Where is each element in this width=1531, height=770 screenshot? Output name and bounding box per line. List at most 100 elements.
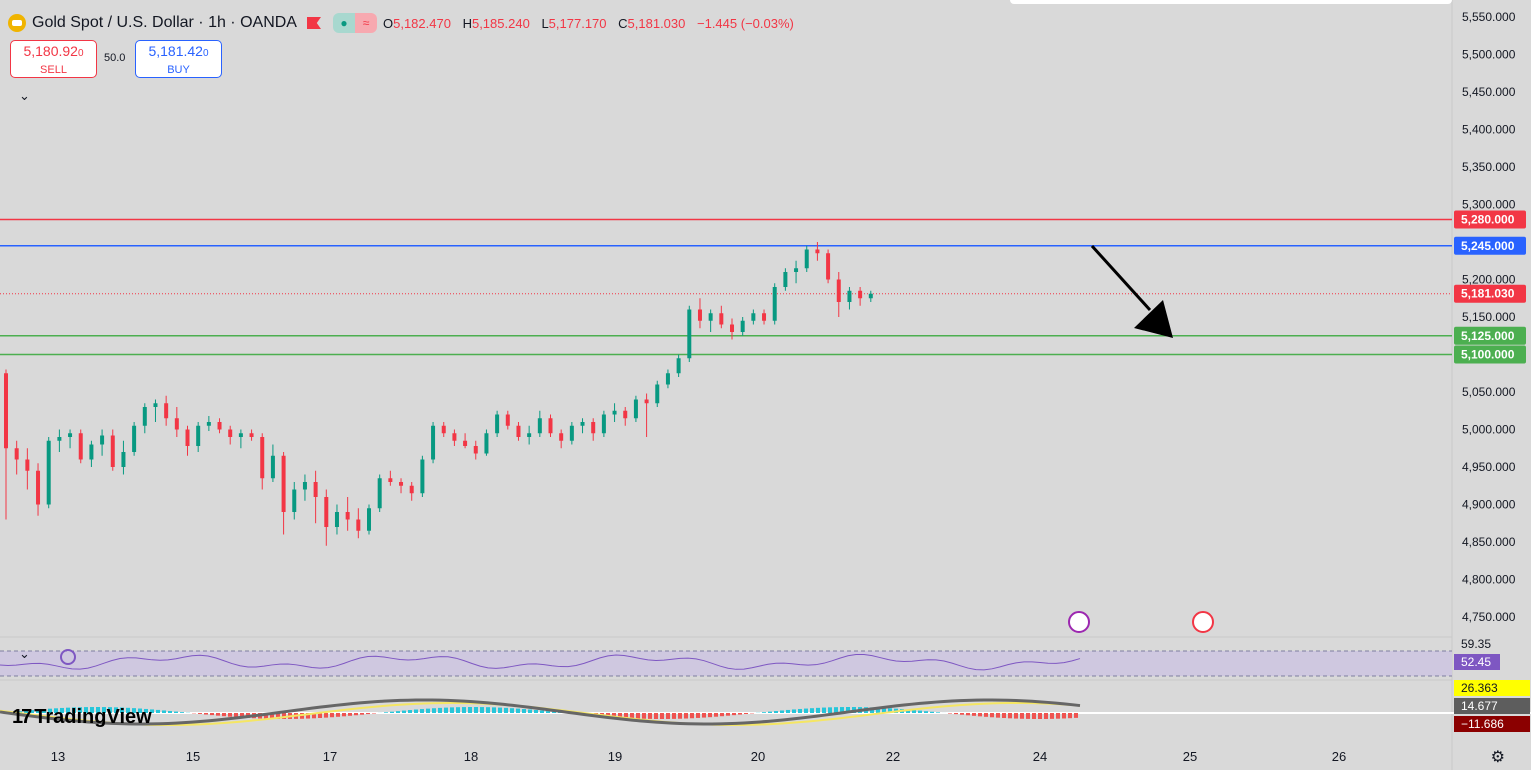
macd-value-badge <box>1454 698 1530 714</box>
macd-histogram-bar <box>132 708 136 713</box>
candle-body <box>409 485 414 494</box>
macd-histogram-bar <box>198 713 202 714</box>
candle-body <box>559 433 564 441</box>
macd-histogram-bar <box>126 707 130 713</box>
price-level-label: 5,100.000 <box>1461 348 1515 362</box>
macd-histogram-bar <box>498 707 502 713</box>
candle-body <box>292 489 297 512</box>
price-tick-label: 5,350.000 <box>1462 160 1516 174</box>
indicator-toggle[interactable]: ● ≈ <box>332 13 377 33</box>
macd-histogram-bar <box>390 711 394 713</box>
candle-body <box>441 425 446 434</box>
candle-body <box>537 418 542 434</box>
macd-histogram-bar <box>708 713 712 718</box>
candle-body <box>324 497 329 527</box>
candle-body <box>78 433 83 460</box>
macd-histogram-bar <box>978 713 982 717</box>
macd-histogram-bar <box>1062 713 1066 719</box>
macd-histogram-bar <box>804 708 808 713</box>
candle-body <box>815 249 820 254</box>
macd-histogram-bar <box>840 707 844 713</box>
macd-histogram-bar <box>414 709 418 713</box>
candle-body <box>687 309 692 359</box>
macd-histogram-bar <box>222 713 226 717</box>
candle-body <box>142 407 147 426</box>
candle-body <box>719 313 724 325</box>
time-tick-label: 24 <box>1033 749 1047 764</box>
macd-histogram-bar <box>948 713 952 714</box>
macd-value-badge <box>1454 680 1530 696</box>
candle-body <box>665 373 670 385</box>
macd-histogram-bar <box>72 707 76 713</box>
candle-body <box>196 425 201 446</box>
macd-histogram-bar <box>930 711 934 713</box>
macd-histogram-bar <box>762 712 766 713</box>
macd-histogram-bar <box>606 713 610 717</box>
candle-body <box>345 512 350 520</box>
macd-histogram-bar <box>420 709 424 713</box>
time-tick-label: 19 <box>608 749 622 764</box>
macd-histogram-bar <box>1074 713 1078 718</box>
spread-value: 50.0 <box>104 52 126 64</box>
ohlc-readout: O5,182.470 H5,185.240 L5,177.170 C5,181.… <box>382 15 794 31</box>
time-tick-label: 17 <box>323 749 337 764</box>
trend-arrow-head-icon <box>1134 300 1173 338</box>
price-tick-label: 5,000.000 <box>1462 423 1516 437</box>
candle-body <box>185 429 190 446</box>
price-tick-label: 4,850.000 <box>1462 535 1516 549</box>
macd-histogram-bar <box>162 710 166 713</box>
candle-body <box>431 425 436 460</box>
macd-histogram-bar <box>534 709 538 713</box>
macd-histogram-bar <box>618 713 622 718</box>
price-tick-label: 5,450.000 <box>1462 85 1516 99</box>
macd-histogram-bar <box>882 707 886 713</box>
candle-body <box>174 418 179 430</box>
candle-body <box>249 433 254 437</box>
candle-body <box>772 287 777 321</box>
macd-histogram-bar <box>1068 713 1072 719</box>
candle-body <box>281 455 286 512</box>
macd-histogram-bar <box>210 713 214 716</box>
macd-histogram-bar <box>90 707 94 713</box>
macd-histogram-bar <box>960 713 964 715</box>
macd-histogram-bar <box>846 707 850 713</box>
price-level-label: 5,181.030 <box>1461 287 1515 301</box>
macd-histogram-bar <box>876 707 880 713</box>
macd-histogram-bar <box>798 708 802 713</box>
dots-icon[interactable]: ● <box>332 13 355 33</box>
macd-histogram-bar <box>456 707 460 713</box>
macd-histogram-bar <box>1056 713 1060 719</box>
macd-histogram-bar <box>954 713 958 715</box>
symbol-header[interactable]: Gold Spot / U.S. Dollar · 1h · OANDA ● ≈… <box>8 13 802 33</box>
macd-histogram-bar <box>60 707 64 713</box>
candle-body <box>388 478 393 482</box>
buy-button[interactable]: 5,181.420 BUY <box>135 40 222 78</box>
candle-body <box>313 482 318 497</box>
macd-value-label: −11.686 <box>1461 717 1504 731</box>
sell-button[interactable]: 5,180.920 SELL <box>10 40 97 78</box>
macd-histogram-bar <box>1008 713 1012 719</box>
price-tick-label: 5,400.000 <box>1462 123 1516 137</box>
candle-body <box>484 433 489 454</box>
flag-icon[interactable] <box>306 17 321 29</box>
macd-histogram-bar <box>1050 713 1054 719</box>
macd-histogram-bar <box>822 707 826 713</box>
candle-body <box>228 429 233 437</box>
macd-histogram-bar <box>1020 713 1024 719</box>
macd-histogram-bar <box>396 711 400 713</box>
candle-body <box>420 459 425 494</box>
macd-value-badge <box>1454 716 1530 732</box>
time-tick-label: 26 <box>1332 749 1346 764</box>
symbol-title[interactable]: Gold Spot / U.S. Dollar · 1h · OANDA <box>32 14 297 31</box>
macd-histogram-bar <box>510 708 514 713</box>
macd-histogram-bar <box>522 709 526 713</box>
collapse-chevron-icon[interactable]: ⌄ <box>19 88 30 103</box>
macd-histogram-bar <box>726 713 730 716</box>
pane-collapse-chevron-icon[interactable]: ⌄ <box>19 646 30 661</box>
wave-icon[interactable]: ≈ <box>354 13 377 33</box>
candle-body <box>783 272 788 287</box>
price-level-badge <box>1454 326 1526 345</box>
macd-histogram-bar <box>282 713 286 719</box>
settings-gear-icon[interactable]: ⚙ <box>1490 749 1505 766</box>
